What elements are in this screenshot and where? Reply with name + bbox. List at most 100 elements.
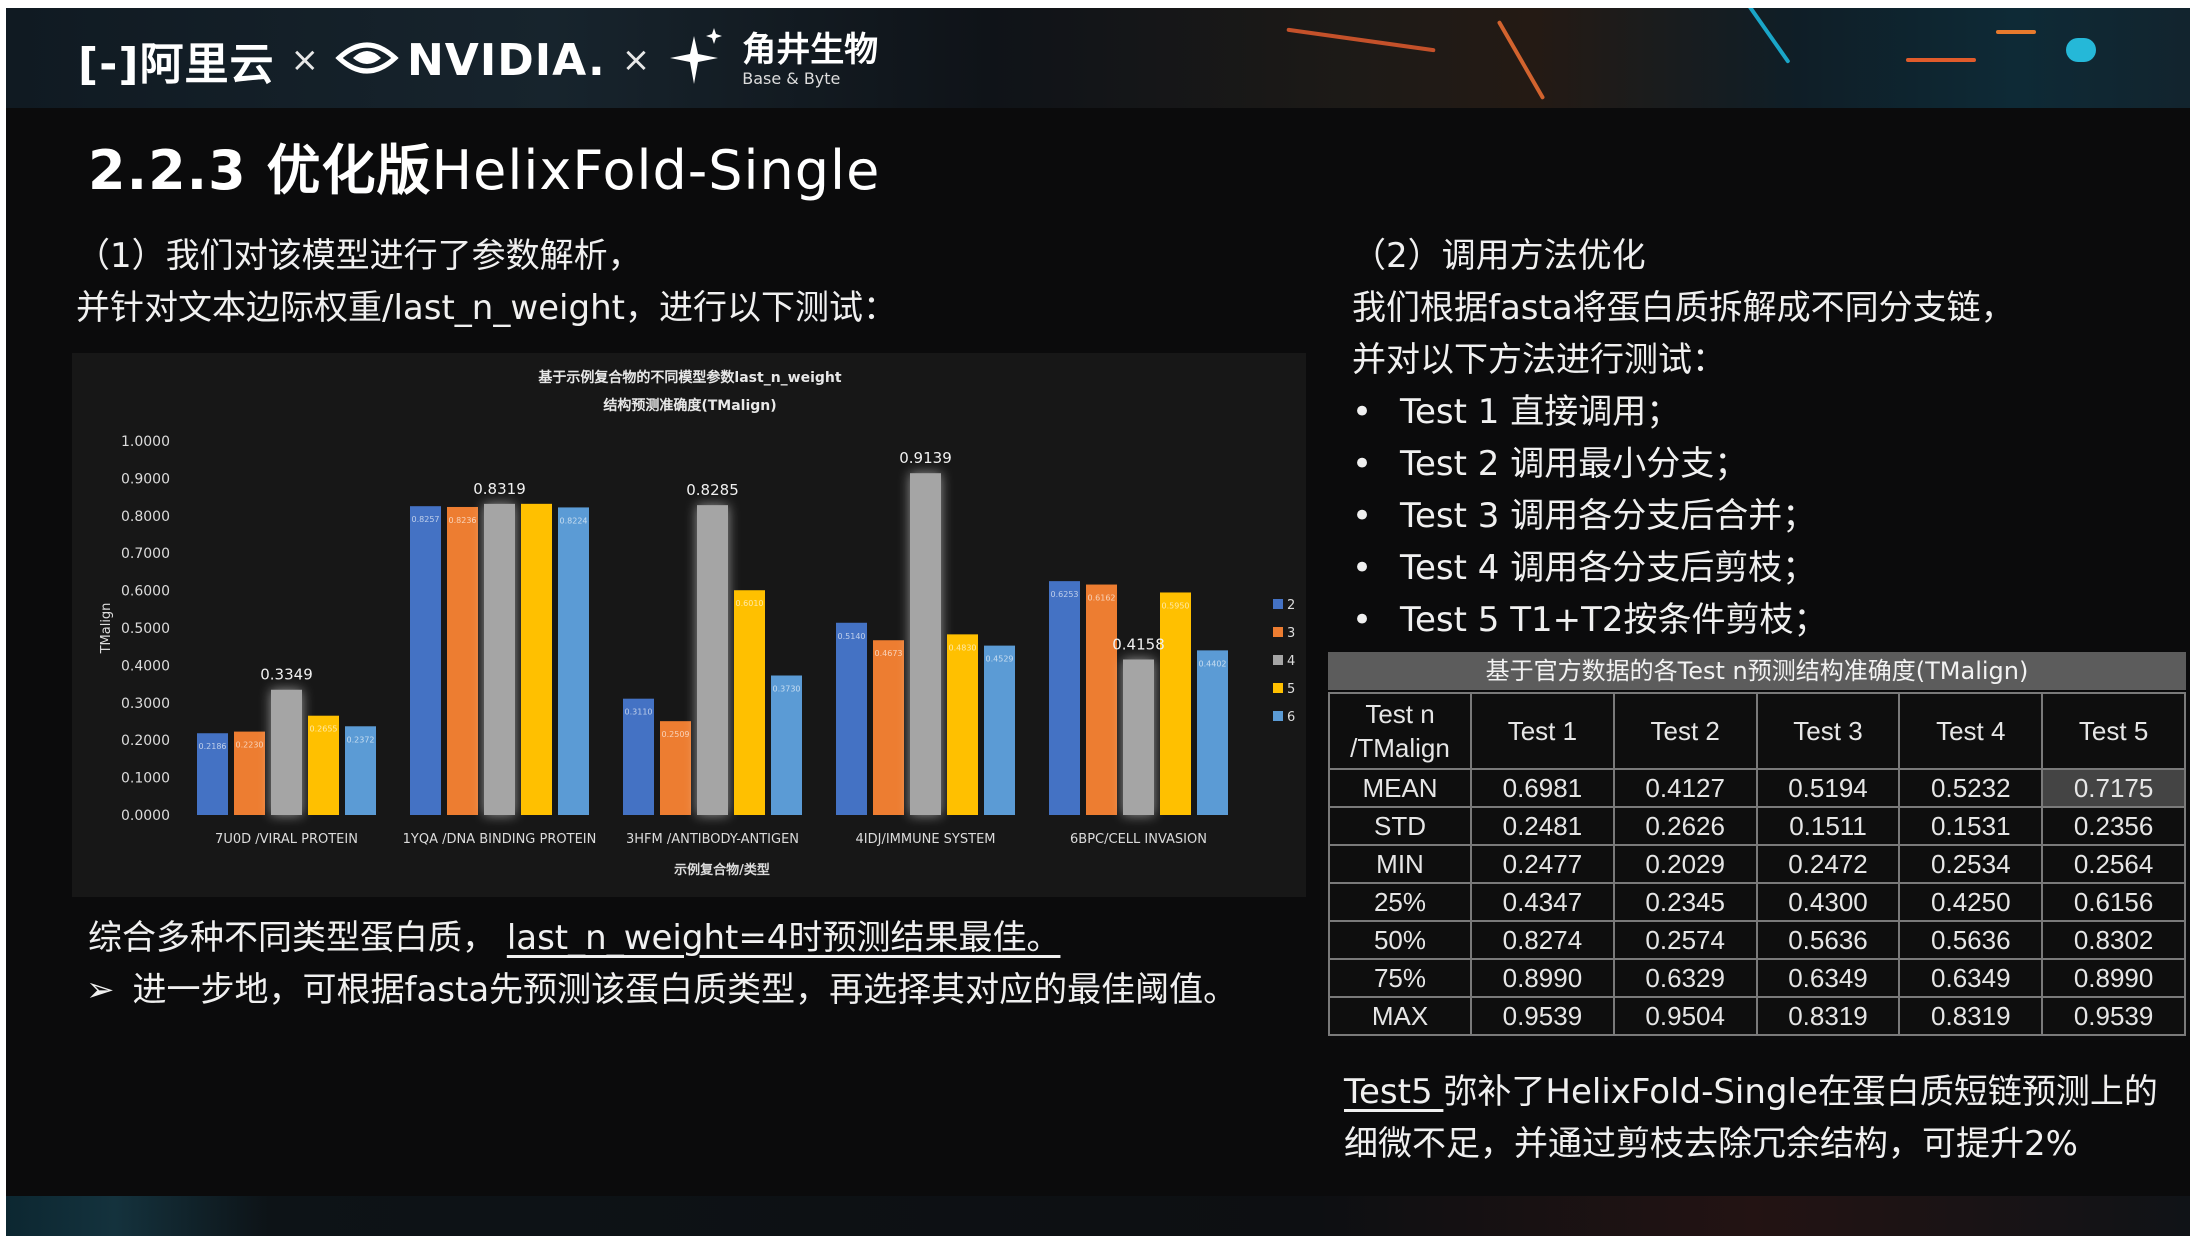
chart-bar (197, 733, 228, 815)
right-summary: Test5 弥补了HelixFold-Single在蛋白质短链预测上的细微不足，… (1344, 1066, 2174, 1170)
table-row: 50% 0.8274 0.2574 0.5636 0.5636 0.8302 (1328, 920, 2186, 960)
chart-svg: 基于示例复合物的不同模型参数last_n_weight 结构预测准确度(TMali… (99, 369, 1295, 878)
table-cell: 0.6349 (1898, 958, 2044, 998)
chart-bar (271, 689, 302, 815)
bar-data-label: 0.5140 (838, 632, 866, 641)
table-header-cell: Test 5 (2041, 692, 2186, 770)
separator-x: × (621, 40, 651, 80)
table-cell: 0.6349 (1755, 958, 1901, 998)
table-header-cell: Test n /TMalign (1328, 692, 1472, 770)
bar-data-label: 0.2655 (310, 725, 338, 734)
chart-bar (734, 590, 765, 815)
legend-swatch (1273, 711, 1283, 721)
table-cell: 0.2481 (1470, 806, 1615, 846)
table-cell: 0.4300 (1755, 882, 1901, 922)
bar-highlight-label: 0.9139 (899, 449, 952, 467)
bar-highlight-label: 0.3349 (260, 666, 313, 684)
test-list: Test 1 直接调用； Test 2 调用最小分支； Test 3 调用各分支… (1352, 386, 2015, 646)
chart-bar (345, 726, 376, 815)
y-tick-label: 0.9000 (121, 471, 170, 487)
table-cell: 0.2472 (1755, 844, 1901, 884)
y-tick-label: 0.0000 (121, 808, 170, 824)
table-cell-highlighted: 0.7175 (2041, 768, 2186, 808)
table-cell: 25% (1328, 882, 1472, 922)
chart-bar (1197, 650, 1228, 815)
nvidia-eye-icon (335, 38, 399, 82)
y-tick-label: 0.4000 (121, 658, 170, 674)
separator-x: × (290, 40, 319, 80)
conclusion-highlight: last_n_weight=4时预测结果最佳。 (506, 918, 1061, 958)
table-cell: 0.2356 (2041, 806, 2186, 846)
chart-bar (697, 505, 728, 815)
table-cell: 0.2345 (1612, 882, 1758, 922)
chart-bar (873, 640, 904, 815)
base-byte-cn: 角井生物 (742, 30, 879, 70)
y-tick-label: 0.8000 (121, 509, 170, 525)
table-row: 75% 0.8990 0.6329 0.6349 0.6349 0.8990 (1328, 958, 2186, 998)
chart-bar (836, 622, 867, 815)
table-cell: 0.5194 (1755, 768, 1901, 808)
table-header-cell: Test 1 (1470, 692, 1615, 770)
title-name: HelixFold-Single (431, 139, 881, 202)
table-cell: 0.5636 (1898, 920, 2044, 960)
list-item: Test 1 直接调用； (1352, 386, 2015, 438)
table-cell: 0.2574 (1612, 920, 1758, 960)
legend-label: 2 (1287, 598, 1295, 613)
page-title: 2.2.3 优化版HelixFold-Single (88, 126, 880, 205)
table-cell: 0.2626 (1612, 806, 1758, 846)
left-intro-line1: （1）我们对该模型进行了参数解析， (76, 236, 642, 276)
conclusion-prefix: 综合多种不同类型蛋白质， (88, 918, 496, 958)
table-cell: 0.8990 (2041, 958, 2186, 998)
table-cell: 0.8319 (1755, 996, 1901, 1036)
table-cell: 75% (1328, 958, 1472, 998)
chart-bar (984, 645, 1015, 815)
chart-bar (1049, 581, 1080, 815)
table-cell: 50% (1328, 920, 1472, 960)
y-tick-label: 0.1000 (121, 771, 170, 787)
chart-bar (910, 473, 941, 815)
nvidia-logo: NVIDIA. (406, 34, 606, 86)
table-cell: 0.5636 (1755, 920, 1901, 960)
aliyun-logo: [-]阿里云 (78, 39, 275, 90)
bar-data-label: 0.6010 (736, 599, 764, 608)
x-axis-label: 示例复合物/类型 (674, 862, 770, 878)
right-line1: 我们根据fasta将蛋白质拆解成不同分支链， (1352, 288, 2015, 328)
table-cell: MAX (1328, 996, 1472, 1036)
chart-bar (623, 698, 654, 815)
table-header-cell: Test 2 (1612, 692, 1758, 770)
table-row: MEAN 0.6981 0.4127 0.5194 0.5232 0.7175 (1328, 768, 2186, 808)
legend-label: 4 (1287, 654, 1295, 669)
chart-title: 结构预测准确度(TMalign) (603, 397, 776, 414)
y-tick-label: 0.7000 (121, 546, 170, 562)
legend-swatch (1273, 599, 1283, 609)
bar-data-label: 0.2372 (347, 735, 375, 744)
arrow-bullet-icon: ➢ (86, 970, 115, 1010)
table-row: STD 0.2481 0.2626 0.1511 0.1531 0.2356 (1328, 806, 2186, 846)
legend-swatch (1273, 683, 1283, 693)
bar-data-label: 0.8257 (412, 515, 440, 524)
bar-highlight-label: 0.8319 (473, 480, 526, 498)
chart-bar (308, 715, 339, 815)
right-method: （2）调用方法优化 我们根据fasta将蛋白质拆解成不同分支链， 并对以下方法进… (1352, 230, 2015, 646)
table-cell: 0.4250 (1898, 882, 2044, 922)
table-cell: 0.2564 (2041, 844, 2186, 884)
bar-data-label: 0.4673 (875, 649, 903, 658)
legend-swatch (1273, 627, 1283, 637)
bar-data-label: 0.2509 (662, 730, 690, 739)
legend-label: 3 (1287, 626, 1295, 641)
table-cell: 0.4347 (1470, 882, 1615, 922)
table-cell: 0.1531 (1898, 806, 2044, 846)
base-byte-en: Base & Byte (742, 69, 841, 88)
chart-bar (484, 503, 515, 815)
table-cell: 0.6981 (1470, 768, 1615, 808)
table-cell: 0.6329 (1612, 958, 1758, 998)
chart-bar (1123, 659, 1154, 815)
bar-data-label: 0.2230 (236, 741, 264, 750)
table-row: 25% 0.4347 0.2345 0.4300 0.4250 0.6156 (1328, 882, 2186, 922)
table-cell: 0.2534 (1898, 844, 2044, 884)
table-cell: 0.8990 (1470, 958, 1615, 998)
table-cell: 0.8274 (1470, 920, 1615, 960)
table-cell: 0.9504 (1612, 996, 1758, 1036)
table-cell: 0.5232 (1898, 768, 2044, 808)
chart-bar (947, 634, 978, 815)
